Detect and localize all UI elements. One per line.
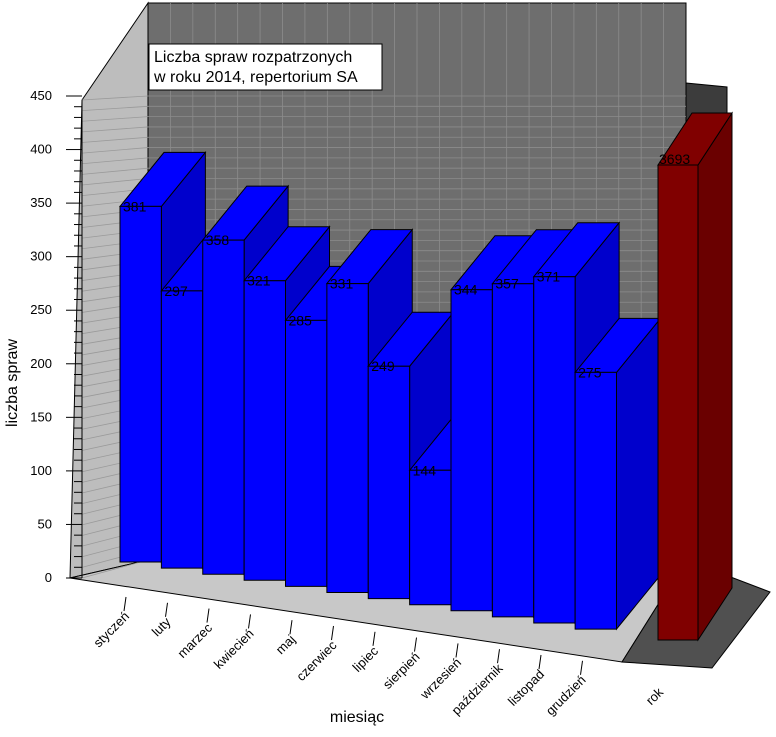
gridline-side [81,116,149,122]
x-tick-label: maj [273,632,298,657]
bar-front [119,205,162,563]
chart-title-box: Liczba spraw rozpatrzonych w roku 2014, … [148,43,383,91]
y-tick-label: 50 [38,516,52,531]
bar-front [533,276,576,624]
x-tick [289,620,293,635]
x-tick [248,614,251,629]
bar-front [574,371,617,630]
y-axis-label: liczba spraw [4,339,21,427]
x-tick [331,625,334,641]
gridline-side [81,136,149,143]
bar-front [409,469,452,606]
total-bar-side [697,111,733,642]
gridline-side [81,157,149,165]
gridline-side [81,178,149,186]
x-tick-label: marzec [174,620,215,661]
gridline-side [81,105,149,112]
bar-front [202,239,245,575]
data-label: 381 [123,198,147,214]
data-label: 144 [413,462,437,478]
gridline-side [81,95,149,101]
x-tick-label: grudzień [543,672,589,718]
bars: 381 297 358 321 285 331 249 144 344 357 371 275 3693 [118,111,733,642]
y-tick-label: 100 [30,463,52,478]
bar-front [491,283,535,618]
y-tick-label: 300 [30,249,52,264]
x-tick [455,643,459,658]
bar-front [450,289,493,612]
x-tick [165,602,168,617]
x-tick [497,649,500,664]
x-tick [206,608,210,623]
y-tick-label: 350 [30,195,52,210]
bar-front [243,280,286,581]
data-label: 358 [206,232,230,248]
y-tick-label: 250 [30,302,52,317]
x-tick-label: czerwiec [293,637,340,684]
y-tick-label: 400 [30,142,52,157]
gridline-side [81,126,149,133]
data-label: 285 [289,312,313,328]
x-tick-label: kwiecień [211,626,257,672]
chart-title-line-2: w roku 2014, repertorium SA [153,69,358,86]
y-tick-label: 150 [30,409,52,424]
bar-front [326,283,369,593]
gridline-side [81,167,149,175]
data-label: 371 [537,269,561,285]
x-tick [372,631,376,646]
y-tick-label: 450 [30,88,52,103]
x-tick-label: styczeń [90,609,132,651]
data-label: 249 [371,358,395,374]
x-tick [414,637,417,652]
y-tick-label: 0 [45,570,52,585]
x-tick [580,660,583,675]
x-tick-label: wrzesień [417,655,465,703]
gridline-side [81,147,149,154]
x-tick-label: sierpień [380,649,423,692]
data-label: 321 [247,273,271,289]
data-label: 331 [330,276,354,292]
x-tick-label: lipiec [350,643,382,675]
data-label: 297 [164,283,188,299]
x-axis-label: miesiąc [330,709,384,726]
bar-front [160,290,204,569]
total-bar-front [657,164,699,641]
x-tick-label-total: rok [643,684,667,708]
data-label: 344 [454,282,478,298]
bar-front [285,319,328,587]
y-axis: 0 50 100 150 200 250 300 350 400 450 [30,88,83,585]
x-tick [123,596,127,612]
x-tick-label: listopad [505,667,547,709]
y-tick-label: 200 [30,356,52,371]
chart-title-line-1: Liczba spraw rozpatrzonych [154,49,352,66]
bar-front [367,365,411,600]
x-tick [538,654,542,670]
total-data-label: 3693 [659,151,690,167]
data-label: 275 [578,364,602,380]
data-label: 357 [495,276,519,292]
gridline-side [81,559,149,579]
x-tick-label: luty [149,614,174,639]
